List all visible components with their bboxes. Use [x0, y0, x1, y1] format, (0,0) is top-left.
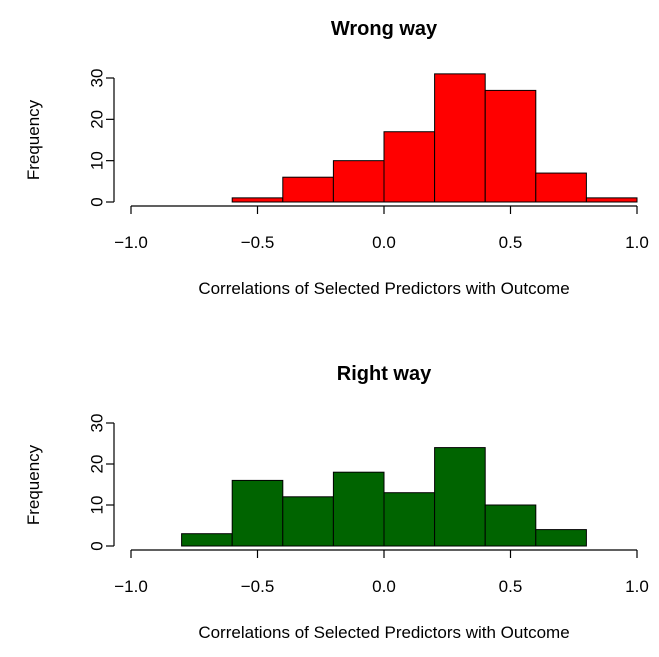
y-axis: 0 10 20 30	[88, 69, 115, 207]
bar	[282, 176, 334, 203]
y-tick-label: 20	[88, 110, 107, 129]
y-tick-label: 30	[88, 414, 107, 433]
x-tick-label: −1.0	[114, 233, 148, 252]
chart-title: Right way	[337, 363, 432, 385]
x-axis-label: Correlations of Selected Predictors with…	[198, 623, 569, 642]
chart-title: Wrong way	[331, 18, 438, 40]
y-tick-label: 30	[88, 69, 107, 88]
bar	[383, 131, 436, 203]
y-tick-label: 10	[88, 151, 107, 170]
histogram-wrong-way: Wrong way Frequency Correlations of Sele…	[24, 18, 649, 298]
bar	[434, 447, 486, 547]
bar	[585, 197, 638, 203]
x-tick-label: 1.0	[625, 233, 649, 252]
bar	[231, 479, 284, 547]
x-tick-label: 0.0	[372, 577, 396, 596]
y-axis-label: Frequency	[24, 444, 43, 525]
x-tick-label: 0.5	[499, 233, 523, 252]
x-axis-label: Correlations of Selected Predictors with…	[198, 279, 569, 298]
x-tick-label: 0.5	[499, 577, 523, 596]
bar	[434, 73, 486, 203]
x-tick-label: −0.5	[241, 577, 275, 596]
bar	[484, 504, 537, 547]
y-axis: 0 10 20 30	[88, 414, 115, 551]
x-tick-label: 1.0	[625, 577, 649, 596]
bar	[181, 533, 233, 547]
bar	[383, 492, 436, 547]
y-tick-label: 0	[88, 197, 107, 206]
x-tick-label: 0.0	[372, 233, 396, 252]
bar	[282, 496, 334, 547]
bar	[231, 197, 284, 203]
bar	[332, 471, 385, 547]
y-tick-label: 0	[88, 541, 107, 550]
y-axis-label: Frequency	[24, 99, 43, 180]
bars	[181, 447, 587, 547]
histogram-right-way: Right way Frequency Correlations of Sele…	[24, 363, 649, 642]
x-tick-label: −0.5	[241, 233, 275, 252]
y-tick-label: 10	[88, 496, 107, 515]
bar	[332, 160, 385, 203]
bar	[535, 529, 587, 547]
x-axis: −1.0 −0.5 0.0 0.5 1.0	[114, 205, 649, 252]
bar	[484, 89, 537, 203]
bar	[535, 172, 587, 203]
bars	[231, 73, 638, 203]
x-tick-label: −1.0	[114, 577, 148, 596]
x-axis: −1.0 −0.5 0.0 0.5 1.0	[114, 549, 649, 596]
y-tick-label: 20	[88, 455, 107, 474]
